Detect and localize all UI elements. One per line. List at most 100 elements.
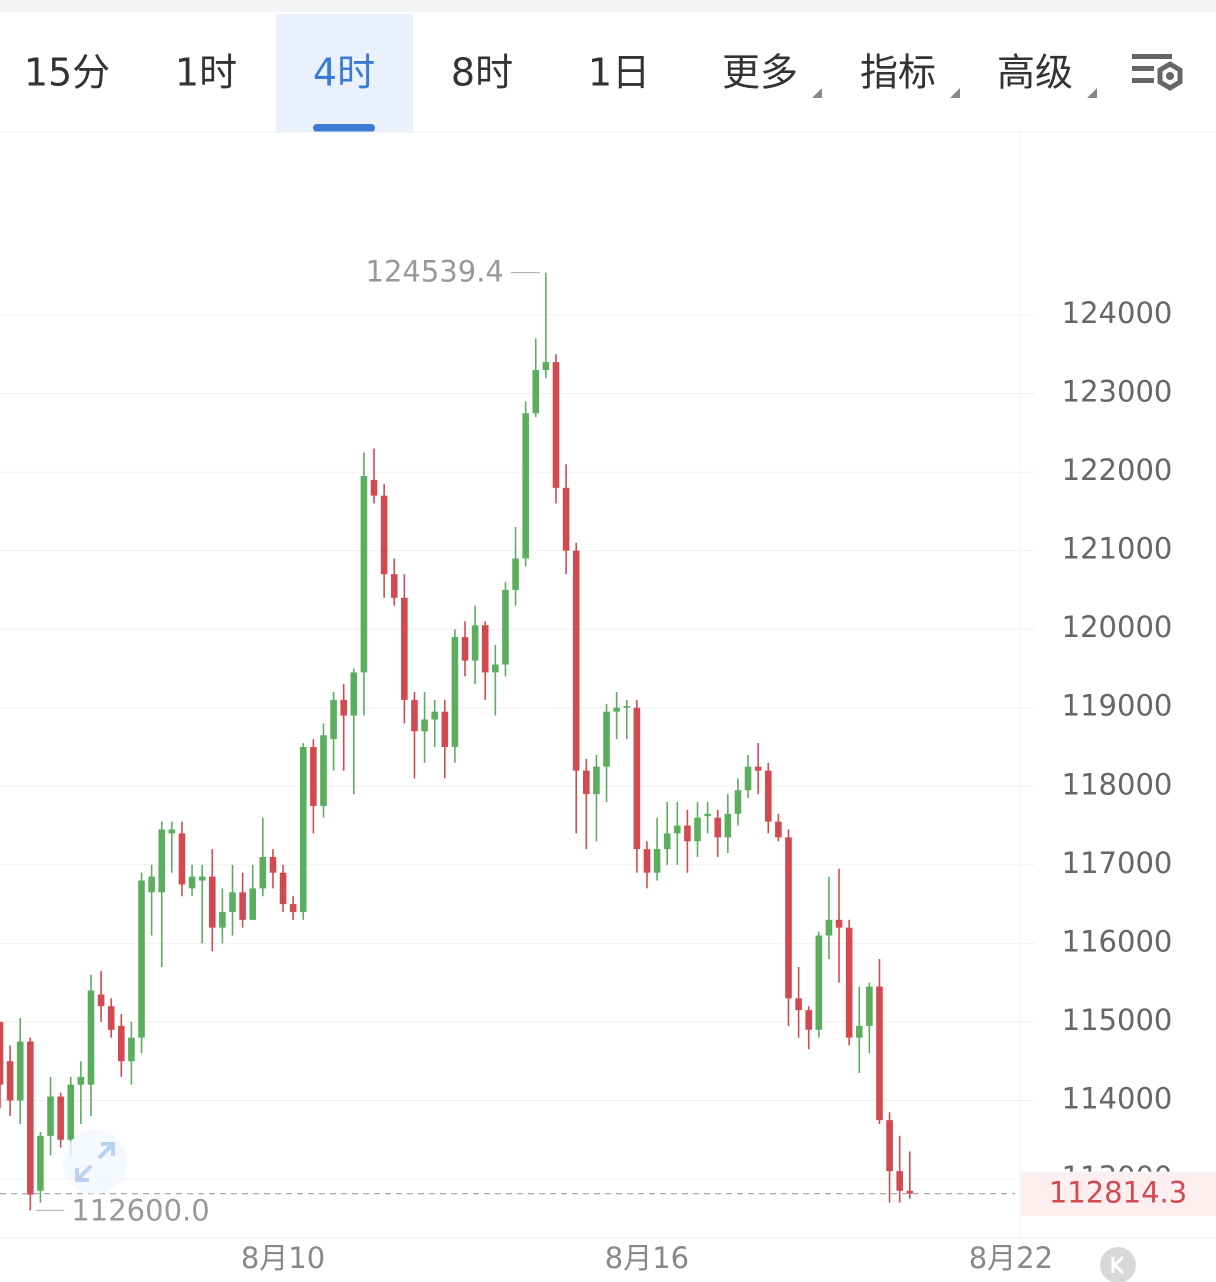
candle bbox=[451, 629, 459, 763]
candle-body bbox=[906, 1190, 914, 1194]
min-label: 112600.0 bbox=[71, 1193, 209, 1227]
candle-body bbox=[128, 1037, 135, 1062]
candle-body bbox=[643, 849, 651, 873]
last-price-label: 112814.3 bbox=[1049, 1176, 1187, 1210]
candle-body bbox=[27, 1041, 34, 1195]
candle bbox=[663, 801, 671, 865]
candle bbox=[633, 699, 641, 873]
tab[interactable]: 更多 bbox=[722, 51, 822, 99]
candle bbox=[370, 448, 378, 504]
candle bbox=[866, 982, 873, 1054]
candle bbox=[855, 986, 863, 1073]
tab[interactable]: 指标 bbox=[860, 51, 960, 99]
candle-body bbox=[330, 699, 337, 740]
candle-body bbox=[259, 856, 267, 889]
candle-body bbox=[502, 589, 509, 665]
candle-body bbox=[401, 597, 408, 700]
candle bbox=[360, 452, 368, 716]
candle bbox=[613, 692, 620, 740]
tab[interactable]: 高级 bbox=[997, 51, 1097, 99]
icon-dot bbox=[1166, 72, 1174, 80]
y-tick-label: 114000 bbox=[1062, 1081, 1173, 1115]
tab[interactable]: 1日 bbox=[588, 51, 650, 95]
candle-body bbox=[411, 699, 418, 732]
candle-body bbox=[87, 990, 95, 1085]
candle-body bbox=[855, 1025, 863, 1038]
candle bbox=[350, 668, 358, 795]
expand-icon[interactable] bbox=[63, 1130, 127, 1194]
candle bbox=[310, 739, 317, 834]
candle bbox=[775, 813, 782, 842]
candle bbox=[492, 644, 499, 716]
candle bbox=[694, 801, 701, 857]
candle-body bbox=[522, 413, 529, 559]
candle bbox=[572, 542, 580, 834]
candle bbox=[289, 896, 297, 920]
tab[interactable]: 4时 bbox=[276, 14, 413, 132]
candle-body bbox=[896, 1171, 903, 1191]
candle bbox=[471, 605, 479, 685]
candle bbox=[178, 821, 186, 897]
candle bbox=[421, 692, 428, 763]
candle-body bbox=[653, 849, 661, 873]
candle-body bbox=[219, 911, 226, 928]
y-tick-label: 115000 bbox=[1062, 1003, 1173, 1037]
candle-body bbox=[310, 747, 317, 806]
x-tick-label: 8月16 bbox=[605, 1241, 689, 1275]
candle-body bbox=[188, 876, 196, 889]
candle-body bbox=[603, 711, 610, 767]
candle bbox=[107, 998, 115, 1038]
candle-body bbox=[340, 699, 348, 716]
tab-label: 更多 bbox=[722, 51, 798, 95]
tab-label: 1日 bbox=[588, 51, 650, 95]
tab-label: 1时 bbox=[175, 51, 237, 95]
candle-body bbox=[724, 813, 732, 838]
candle-body bbox=[37, 1135, 44, 1191]
candle bbox=[57, 1092, 64, 1148]
tab[interactable]: 15分 bbox=[24, 51, 110, 95]
icon-bg bbox=[63, 1130, 127, 1194]
candle bbox=[259, 817, 267, 897]
candle bbox=[673, 801, 681, 865]
candle-body bbox=[562, 487, 570, 551]
icon-hex bbox=[1157, 61, 1183, 91]
candle-body bbox=[279, 872, 287, 905]
candle-body bbox=[835, 919, 843, 928]
tab[interactable]: 1时 bbox=[175, 51, 237, 95]
candle bbox=[896, 1135, 903, 1203]
candle bbox=[583, 758, 590, 850]
y-tick-label: 121000 bbox=[1062, 532, 1173, 566]
candle-body bbox=[886, 1120, 893, 1172]
candle-body bbox=[16, 1041, 24, 1101]
candle-body bbox=[471, 625, 479, 661]
candle bbox=[522, 401, 529, 567]
tab-highlight bbox=[276, 14, 413, 132]
candle bbox=[785, 829, 792, 1026]
candle-body bbox=[461, 637, 469, 661]
candle bbox=[552, 354, 560, 504]
candle-body bbox=[613, 707, 620, 712]
candle bbox=[744, 754, 752, 799]
candle-body bbox=[380, 495, 388, 575]
tab[interactable]: 8时 bbox=[451, 51, 513, 95]
candle-body bbox=[289, 904, 297, 912]
candle bbox=[87, 974, 95, 1117]
k-icon[interactable] bbox=[1100, 1247, 1136, 1282]
candle bbox=[441, 699, 449, 779]
candle bbox=[906, 1151, 914, 1199]
candle bbox=[653, 817, 661, 881]
candle-body bbox=[158, 829, 166, 893]
dropdown-caret bbox=[1087, 88, 1097, 98]
candle bbox=[340, 684, 348, 771]
candle-body bbox=[441, 711, 449, 748]
settings-icon[interactable] bbox=[1132, 54, 1183, 91]
candle bbox=[198, 864, 206, 944]
y-tick-label: 117000 bbox=[1062, 846, 1173, 880]
tab-label: 高级 bbox=[997, 51, 1073, 95]
candle-body bbox=[673, 825, 681, 834]
candle bbox=[279, 864, 287, 912]
candle-body bbox=[360, 476, 368, 673]
candle-body bbox=[542, 362, 550, 370]
candle bbox=[249, 864, 257, 920]
